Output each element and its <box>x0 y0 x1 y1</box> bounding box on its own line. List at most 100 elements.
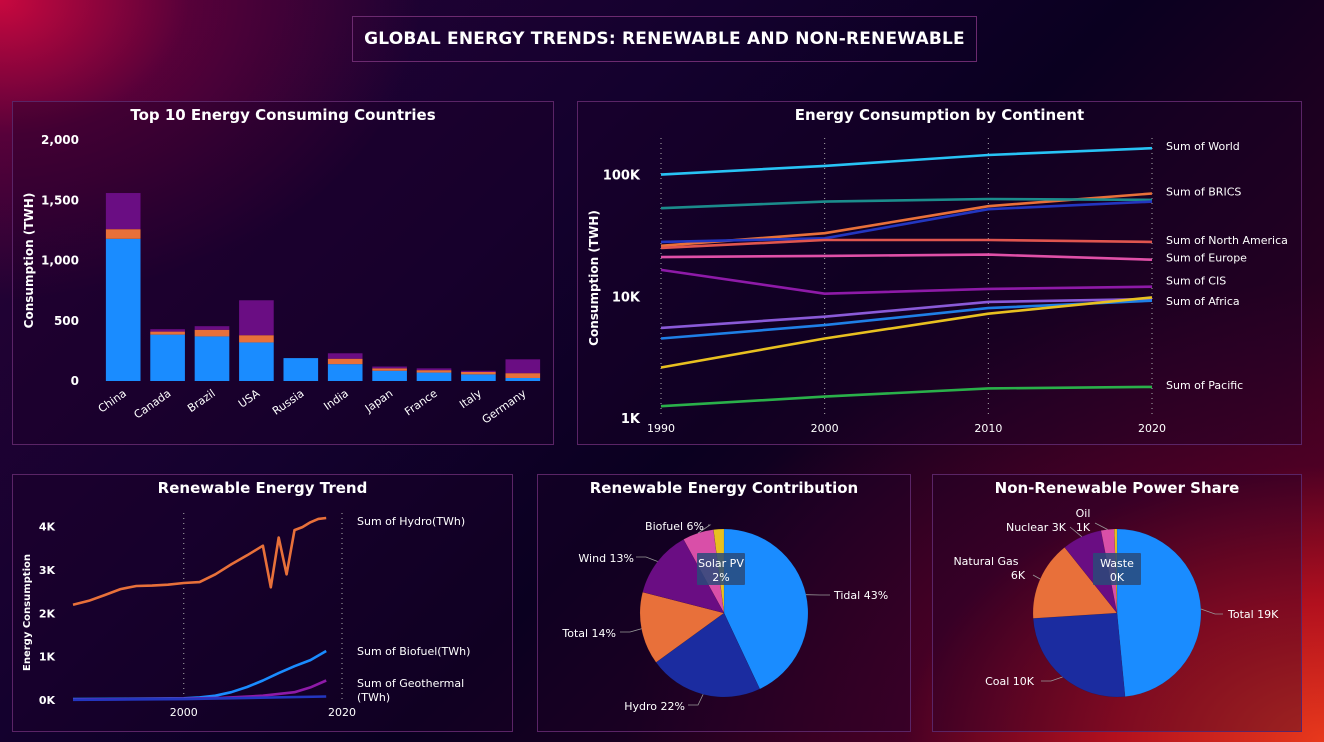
series-label: Sum of North America <box>1166 234 1288 247</box>
bar-segment <box>327 358 363 365</box>
continent-line-chart: 1990 2000 2010 2020 1K 10K 100K Consumption (TW… <box>587 138 1288 435</box>
series-label: Sum of Africa <box>1166 295 1240 308</box>
pie-leader-line <box>697 524 712 534</box>
bar-segment <box>505 359 541 374</box>
y-tick-label: 1,000 <box>41 254 79 268</box>
bar-segment <box>505 373 541 378</box>
y-tick-label: 2K <box>39 607 56 620</box>
series-line <box>660 253 1153 261</box>
x-tick-label: 2010 <box>974 422 1002 435</box>
nonrenewable-share-panel: Non-Renewable Power Share Total 19K Coal … <box>932 474 1302 732</box>
x-tick-label: 2020 <box>328 706 356 719</box>
pie-label: Total 19K <box>1227 608 1279 621</box>
pie-leader-line <box>688 694 704 706</box>
bar-segment <box>194 326 230 330</box>
y-axis-label: Consumption (TWH) <box>587 210 601 346</box>
y-tick-label: 1K <box>39 651 56 664</box>
pie-leader-line <box>1094 522 1108 530</box>
series-line <box>660 268 1153 295</box>
pie-leader-line <box>620 628 642 633</box>
y-tick-label: 100K <box>603 169 641 184</box>
x-tick-label: 2000 <box>811 422 839 435</box>
pie-label-name: Oil <box>1076 507 1091 520</box>
series-label: Sum of Geothermal (TWh) <box>357 677 464 704</box>
bar-segment <box>327 364 363 381</box>
bar-segment <box>194 329 230 337</box>
y-tick-label: 4K <box>39 521 56 534</box>
pie-label-box <box>697 553 745 585</box>
y-tick-label: 0K <box>39 694 56 707</box>
series-label: Sum of Biofuel(TWh) <box>357 645 470 658</box>
bar-segment <box>505 377 541 381</box>
bar-segment <box>150 329 185 332</box>
y-tick-label: 3K <box>39 564 56 577</box>
bar-segment <box>461 371 496 375</box>
series-label: Sum of World <box>1166 140 1240 153</box>
x-tick-label: Italy <box>457 387 484 412</box>
series-line <box>660 197 1153 210</box>
bar-segment <box>461 374 496 381</box>
y-tick-label: 0 <box>71 374 79 388</box>
bar-segment <box>372 368 407 371</box>
pie-slice <box>1064 530 1118 614</box>
pie-label-box <box>1093 553 1141 585</box>
pie-slice <box>655 612 761 698</box>
series-line <box>660 296 1153 369</box>
bar-segment <box>239 300 274 336</box>
pie-leader-line <box>1069 526 1083 538</box>
y-axis-label: Consumption (TWH) <box>22 193 36 329</box>
pie-leader-line <box>1032 574 1041 580</box>
renewable-contribution-title: Renewable Energy Contribution <box>589 479 859 497</box>
pie-label: Hydro 22% <box>624 700 685 713</box>
bar-segment <box>372 366 407 369</box>
series-line <box>660 299 1153 340</box>
y-tick-label: 2,000 <box>41 133 79 147</box>
bar-segment <box>150 334 185 381</box>
series-line <box>660 297 1153 330</box>
pie-slice <box>1032 612 1126 698</box>
x-tick-label: USA <box>236 387 262 411</box>
dashboard-title: GLOBAL ENERGY TRENDS: RENEWABLE AND NON-… <box>352 16 977 62</box>
top10-bar-chart: 0 500 1,000 1,500 2,000 Consumption (TWH) Chin… <box>22 133 541 427</box>
pie-label-value: 2% <box>712 571 729 584</box>
series-line <box>72 516 327 606</box>
x-tick-label: France <box>402 387 440 419</box>
continent-chart-title: Energy Consumption by Continent <box>794 106 1085 124</box>
bar-segment <box>105 229 141 239</box>
pie-label-name: Natural Gas <box>953 555 1018 568</box>
x-tick-label: India <box>321 387 351 413</box>
series-label: Sum of CIS <box>1166 275 1226 288</box>
pie-label: Tidal 43% <box>833 589 888 602</box>
renewable-trend-panel: Renewable Energy Trend 2000 2020 0K 1K 2K 3K 4… <box>12 474 513 732</box>
renewable-contribution-pie: Tidal 43% Hydro 22% Total 14% Wind 13% Biofu… <box>561 520 888 713</box>
top10-countries-panel: Top 10 Energy Consuming Countries 0 500 1,… <box>12 101 554 445</box>
x-tick-label: China <box>96 387 129 416</box>
bar-segment <box>105 238 141 381</box>
renewable-trend-title: Renewable Energy Trend <box>157 479 368 497</box>
pie-slice <box>642 539 725 614</box>
x-tick-label: Canada <box>132 387 174 422</box>
series-line <box>660 385 1153 408</box>
pie-label-value: 6K <box>1011 569 1026 582</box>
pie-label-name: Solar PV <box>698 557 744 570</box>
pie-label-name: Waste <box>1100 557 1134 570</box>
pie-slice <box>639 591 725 663</box>
x-tick-label: Russia <box>270 387 306 418</box>
series-line <box>660 238 1153 250</box>
pie-label: Total 14% <box>561 627 616 640</box>
pie-leader-line <box>636 556 658 562</box>
y-tick-label: 500 <box>54 314 79 328</box>
x-tick-label: 1990 <box>647 422 675 435</box>
series-label: Sum of BRICS <box>1166 185 1241 198</box>
series-line <box>660 200 1153 244</box>
series-label: Sum of Hydro(TWh) <box>357 515 465 528</box>
x-tick-label: Germany <box>480 387 529 427</box>
y-tick-label: 1K <box>621 412 641 427</box>
y-tick-label: 10K <box>612 290 641 305</box>
series-label: Sum of Pacific <box>1166 379 1243 392</box>
bar-segment <box>150 331 185 335</box>
pie-leader-line <box>1200 608 1223 615</box>
bar-segment <box>416 368 452 371</box>
pie-leader-line <box>1041 676 1063 682</box>
